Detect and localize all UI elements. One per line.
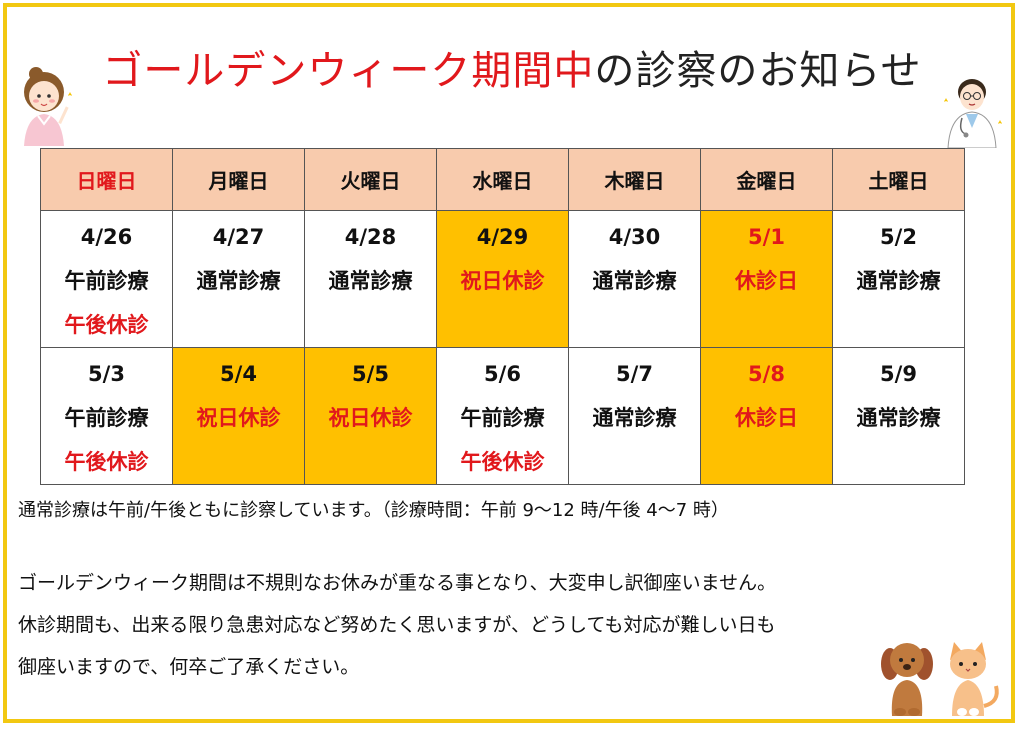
day-status: 通常診療 [592,406,677,430]
doctor-illustration [944,79,1002,148]
day-cell: 5/8 休診日 [700,347,833,485]
day-date: 5/1 [748,225,785,249]
weekday-header-row: 日曜日 月曜日 火曜日 水曜日 木曜日 金曜日 土曜日 [40,148,965,211]
day-status: 午後休診 [460,450,545,474]
title-highlight: ゴールデンウィーク期間中 [102,48,595,94]
day-date: 5/9 [880,362,917,386]
day-date: 4/27 [212,225,265,249]
notice-paragraph: ゴールデンウィーク期間は不規則なお休みが重なる事となり、大変申し訳御座いません。… [18,562,776,688]
day-status: 通常診療 [856,269,941,293]
day-date: 4/28 [344,225,397,249]
notice-frame [3,3,1015,723]
day-cell: 5/1 休診日 [700,210,833,348]
day-cell: 4/27 通常診療 [172,210,305,348]
header-saturday: 土曜日 [832,148,965,211]
schedule-table: 日曜日 月曜日 火曜日 水曜日 木曜日 金曜日 土曜日 4/26 午前診療 午後休診… [40,148,965,485]
day-status: 午後休診 [64,313,149,337]
day-status: 休診日 [735,269,798,293]
day-cell: 5/9 通常診療 [832,347,965,485]
day-date: 5/2 [880,225,917,249]
day-status: 午前診療 [460,406,545,430]
day-cell: 4/26 午前診療午後休診 [40,210,173,348]
day-cell: 4/29 祝日休診 [436,210,569,348]
day-date: 5/7 [616,362,653,386]
day-status: 祝日休診 [196,406,281,430]
day-status: 午前診療 [64,406,149,430]
hours-note: 通常診療は午前/午後ともに診察しています。（診療時間：午前 9～12 時/午後 … [18,500,729,521]
title-rest: の診察のお知らせ [594,48,922,94]
page-title: ゴールデンウィーク期間中の診察のお知らせ [0,38,1024,96]
day-status: 午後休診 [64,450,149,474]
day-cell: 5/3 午前診療午後休診 [40,347,173,485]
header-sunday: 日曜日 [40,148,173,211]
week-row: 4/26 午前診療午後休診 4/27 通常診療 4/28 通常診療 4/29 祝日休診 4/30… [40,210,965,348]
day-status: 休診日 [735,406,798,430]
week-row: 5/3 午前診療午後休診 5/4 祝日休診 5/5 祝日休診 5/6 午前診療午後休診 5/7 通… [40,347,965,485]
day-status: 通常診療 [196,269,281,293]
paragraph-line: 休診期間も、出来る限り急患対応など努めたく思いますが、どうしても対応が難しい日も [18,614,776,636]
paragraph-line: 御座いますので、何卒ご了承ください。 [18,656,360,678]
header-tuesday: 火曜日 [304,148,437,211]
day-cell: 4/28 通常診療 [304,210,437,348]
day-status: 通常診療 [328,269,413,293]
paragraph-line: ゴールデンウィーク期間は不規則なお休みが重なる事となり、大変申し訳御座いません。 [18,572,777,594]
day-cell: 5/7 通常診療 [568,347,701,485]
day-cell: 5/6 午前診療午後休診 [436,347,569,485]
day-date: 5/5 [352,362,389,386]
day-date: 5/4 [220,362,257,386]
day-status: 通常診療 [592,269,677,293]
day-cell: 4/30 通常診療 [568,210,701,348]
day-date: 5/8 [748,362,785,386]
day-date: 5/6 [484,362,521,386]
header-thursday: 木曜日 [568,148,701,211]
day-status: 祝日休診 [328,406,413,430]
day-date: 4/26 [80,225,133,249]
day-status: 祝日休診 [460,269,545,293]
day-cell: 5/2 通常診療 [832,210,965,348]
day-date: 5/3 [88,362,125,386]
day-status: 通常診療 [856,406,941,430]
day-date: 4/30 [608,225,661,249]
day-date: 4/29 [476,225,529,249]
day-status: 午前診療 [64,269,149,293]
cat-illustration [950,642,999,716]
header-friday: 金曜日 [700,148,833,211]
day-cell: 5/4 祝日休診 [172,347,305,485]
header-wednesday: 水曜日 [436,148,569,211]
nurse-illustration [24,67,72,146]
day-cell: 5/5 祝日休診 [304,347,437,485]
dog-illustration [881,643,933,716]
header-monday: 月曜日 [172,148,305,211]
